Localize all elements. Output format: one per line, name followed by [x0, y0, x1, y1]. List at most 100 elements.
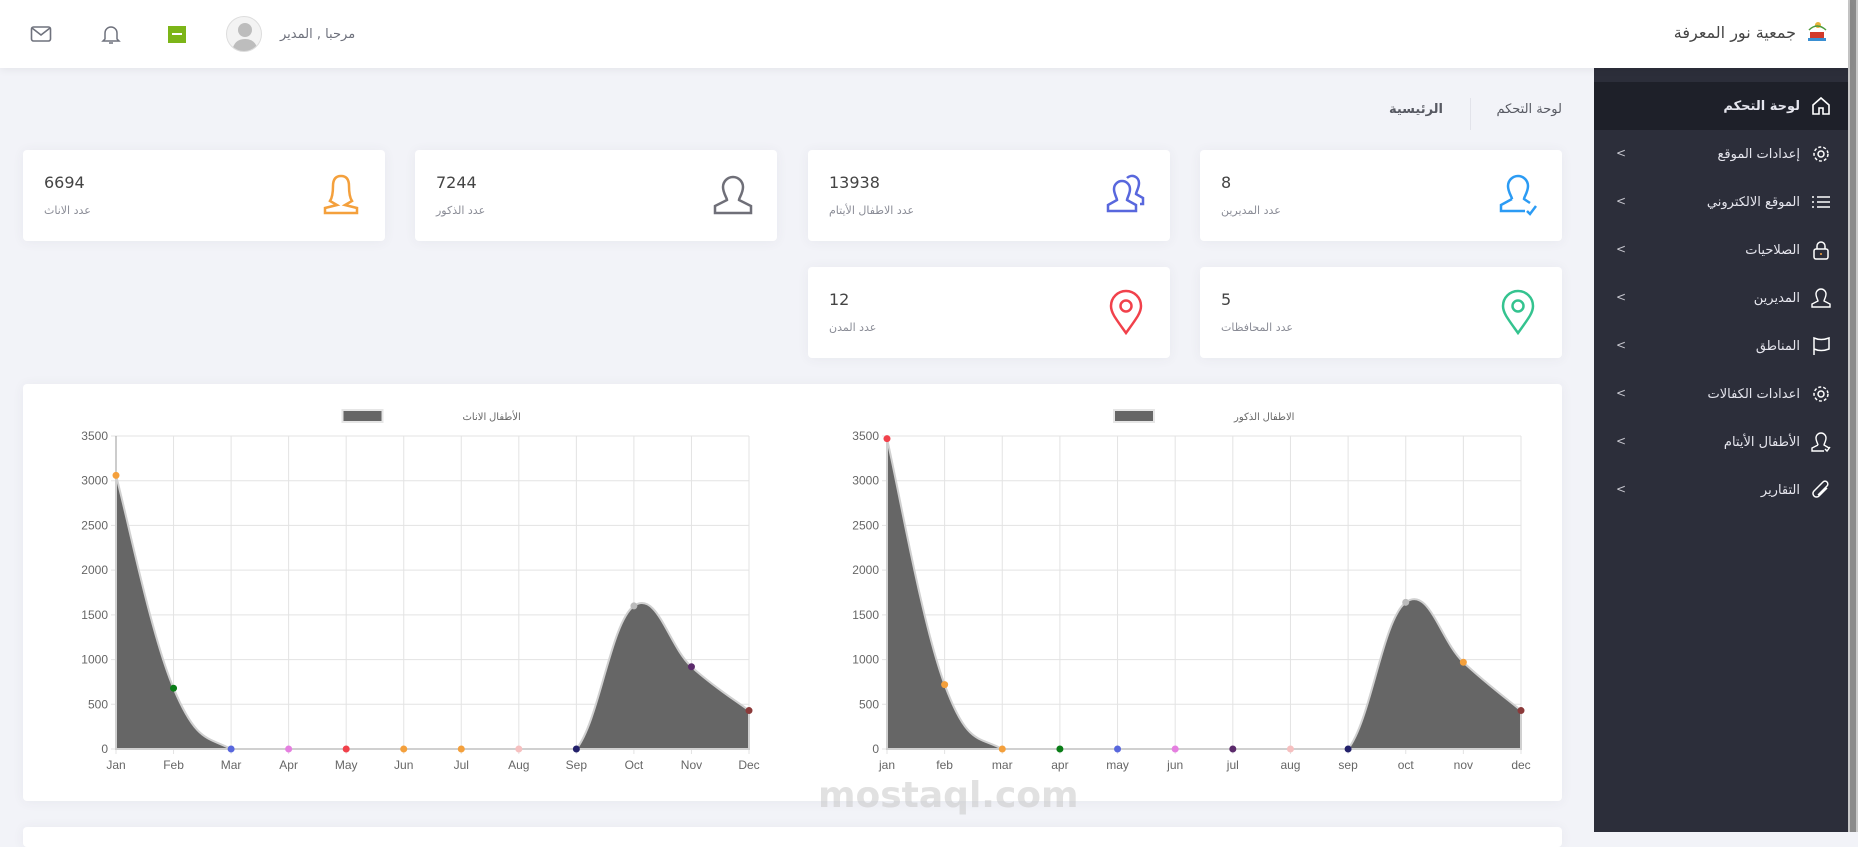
y-tick-label: 3000	[852, 474, 879, 488]
data-point	[745, 707, 753, 715]
x-tick-label: Jun	[394, 758, 413, 772]
sidebar-item-permissions[interactable]: الصلاحيات >	[1594, 226, 1848, 274]
male-children-chart: 0 500 1000 1500 2000 2500 3000 3500 jan feb mar apr…	[852, 409, 1531, 772]
top-header: جمعية نور المعرفة مرحبا , المدير	[0, 0, 1848, 68]
stat-card-females: 6694 عدد الاناث	[23, 150, 385, 241]
sidebar-item-sponsorship-settings[interactable]: اعدادات الكفالات >	[1594, 370, 1848, 418]
sidebar-item-label: لوحة التحكم	[1723, 98, 1800, 114]
x-tick-label: jun	[1166, 758, 1183, 772]
y-tick-label: 1500	[852, 608, 879, 622]
data-point	[457, 745, 465, 753]
data-point	[1171, 745, 1179, 753]
female-user-icon	[323, 174, 359, 215]
data-point	[342, 745, 350, 753]
bell-icon[interactable]	[98, 21, 124, 47]
data-point	[1056, 745, 1064, 753]
sidebar-item-regions[interactable]: المناطق >	[1594, 322, 1848, 370]
sidebar-item-label: الصلاحيات	[1745, 242, 1800, 258]
data-point	[227, 745, 235, 753]
sidebar-item-site-settings[interactable]: إعدادات الموقع >	[1594, 130, 1848, 178]
y-tick-label: 2000	[81, 563, 108, 577]
language-flag-icon[interactable]	[168, 25, 186, 43]
data-point	[112, 471, 120, 479]
sidebar-item-orphans[interactable]: الأطفال الأيتام >	[1594, 418, 1848, 466]
x-tick-label: aug	[1280, 758, 1300, 772]
sidebar: لوحة التحكم إعدادات الموقع > الموقع الال…	[1594, 68, 1848, 832]
secondary-panel	[23, 827, 1562, 847]
x-tick-label: jan	[878, 758, 895, 772]
sidebar-item-reports[interactable]: التقارير >	[1594, 466, 1848, 514]
legend-swatch	[1113, 409, 1155, 423]
data-point	[400, 745, 408, 753]
stat-value: 12	[829, 290, 850, 309]
breadcrumb-current: الرئيسية	[1388, 102, 1443, 117]
y-tick-label: 1500	[81, 608, 108, 622]
data-point	[515, 745, 523, 753]
data-point	[1402, 598, 1410, 606]
brand[interactable]: جمعية نور المعرفة	[1674, 20, 1828, 44]
y-tick-label: 1000	[81, 653, 108, 667]
y-tick-label: 3500	[81, 429, 108, 443]
data-point	[1344, 745, 1352, 753]
stat-value: 8	[1221, 173, 1232, 192]
stat-card-governorates: 5 عدد المحافظات	[1200, 267, 1562, 358]
x-tick-label: feb	[936, 758, 953, 772]
data-point	[1459, 658, 1467, 666]
area-series	[886, 438, 1522, 750]
avatar[interactable]	[226, 16, 262, 52]
x-tick-label: Jul	[454, 758, 469, 772]
user-icon	[713, 175, 753, 215]
mail-icon[interactable]	[28, 21, 54, 47]
data-point	[1517, 707, 1525, 715]
x-tick-label: Oct	[625, 758, 644, 772]
sidebar-item-managers[interactable]: المديرين >	[1594, 274, 1848, 322]
stat-label: عدد الذكور	[436, 204, 486, 217]
y-tick-label: 1000	[852, 653, 879, 667]
stat-label: عدد المحافظات	[1221, 321, 1293, 334]
y-tick-label: 500	[88, 697, 108, 711]
x-tick-label: mar	[992, 758, 1013, 772]
legend-label: الأطفال الاناث	[463, 411, 521, 423]
chevron-icon: >	[1616, 434, 1627, 448]
stat-value: 6694	[44, 173, 85, 192]
y-tick-label: 2500	[81, 518, 108, 532]
user-check-icon	[1810, 431, 1832, 453]
stat-label: عدد المديرين	[1221, 204, 1281, 217]
charts-panel: 0 500 1000 1500 2000 2500 3000 3500 Jan Feb Mar Apr…	[23, 384, 1562, 801]
data-point	[883, 435, 891, 443]
gear-icon	[1810, 143, 1832, 165]
sidebar-item-label: المناطق	[1755, 338, 1800, 354]
x-tick-label: apr	[1051, 758, 1068, 772]
y-tick-label: 0	[101, 742, 108, 756]
list-icon	[1810, 191, 1832, 213]
x-tick-label: sep	[1338, 758, 1358, 772]
data-point	[170, 684, 178, 692]
user-icon	[1810, 287, 1832, 309]
flag-icon	[1810, 335, 1832, 357]
chevron-icon: >	[1616, 482, 1627, 496]
x-tick-label: oct	[1398, 758, 1415, 772]
x-tick-label: may	[1106, 758, 1129, 772]
y-tick-label: 2000	[852, 563, 879, 577]
data-point	[285, 745, 293, 753]
x-tick-label: Dec	[738, 758, 759, 772]
greeting[interactable]: مرحبا , المدير	[280, 26, 356, 42]
page-scrollbar[interactable]	[1848, 0, 1858, 832]
x-tick-label: Jan	[106, 758, 125, 772]
user-check-icon	[1499, 174, 1537, 216]
map-pin-icon	[1501, 289, 1535, 336]
sidebar-item-label: الموقع الالكتروني	[1706, 194, 1800, 210]
stat-card-managers: 8 عدد المديرين	[1200, 150, 1562, 241]
sidebar-item-dashboard[interactable]: لوحة التحكم	[1594, 82, 1848, 130]
sidebar-item-label: التقارير	[1760, 482, 1800, 498]
sidebar-item-website[interactable]: الموقع الالكتروني >	[1594, 178, 1848, 226]
data-point	[941, 681, 949, 689]
data-point	[1229, 745, 1237, 753]
stat-card-males: 7244 عدد الذكور	[415, 150, 777, 241]
breadcrumb-section[interactable]: لوحة التحكم	[1496, 102, 1562, 117]
stat-card-orphans: 13938 عدد الاطفال الأيتام	[808, 150, 1170, 241]
x-tick-label: Mar	[221, 758, 242, 772]
breadcrumb-divider	[1470, 98, 1471, 130]
gear-icon	[1810, 383, 1832, 405]
lock-icon	[1810, 239, 1832, 261]
